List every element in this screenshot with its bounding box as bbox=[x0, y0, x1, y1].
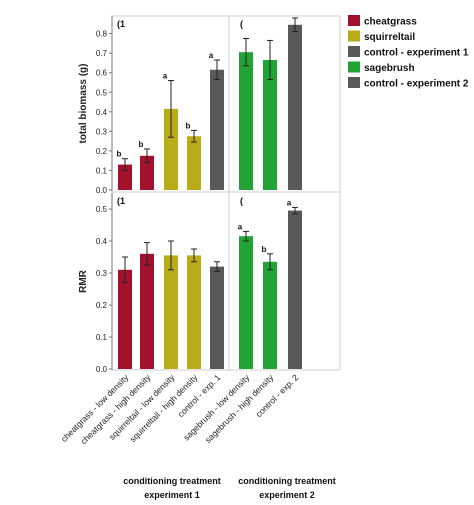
legend-swatch bbox=[348, 30, 360, 42]
group-label: experiment 2 bbox=[259, 490, 315, 500]
group-label: conditioning treatment bbox=[123, 476, 221, 486]
bar bbox=[140, 253, 154, 369]
legend-swatch bbox=[348, 15, 360, 26]
bar bbox=[288, 24, 302, 190]
y-tick-label: 0.1 bbox=[96, 166, 108, 175]
y-tick-label: 0.1 bbox=[96, 333, 108, 342]
axes-layer: 0.0 0.1 0.2 0.3 0.4 0.5 0.6 0.7 0.8 total biomass… bbox=[78, 16, 243, 374]
legend-label: squirreltail bbox=[364, 32, 415, 43]
significance-letter: b bbox=[139, 140, 144, 149]
legend: cheatgrass squirreltail control - experime… bbox=[348, 15, 469, 90]
y-tick-label: 0.2 bbox=[96, 301, 108, 310]
bar bbox=[164, 108, 178, 190]
panel-label: (1 bbox=[117, 19, 125, 29]
y-tick-label: 0.3 bbox=[96, 127, 108, 136]
bar bbox=[239, 52, 253, 190]
group-label: experiment 1 bbox=[144, 490, 200, 500]
bar bbox=[140, 155, 154, 190]
y-tick-label: 0.8 bbox=[96, 30, 108, 39]
bars-layer: b b a b a a b a bbox=[117, 17, 302, 369]
significance-letter: a bbox=[238, 222, 243, 231]
y-tick-label: 0.5 bbox=[96, 88, 108, 97]
y-tick-label: 0.2 bbox=[96, 147, 108, 156]
bar bbox=[118, 269, 132, 369]
y-tick-label: 0.7 bbox=[96, 49, 108, 58]
y-tick-label: 0.4 bbox=[96, 237, 108, 246]
y-tick-label: 0.0 bbox=[96, 186, 108, 195]
legend-swatch bbox=[348, 61, 360, 73]
significance-letter: a bbox=[209, 51, 214, 60]
significance-letter: a bbox=[163, 72, 168, 81]
group-labels: conditioning treatment experiment 1 condit… bbox=[123, 476, 336, 500]
bar bbox=[118, 164, 132, 190]
y-axis-label: RMR bbox=[78, 269, 89, 293]
panel-label: ( bbox=[240, 19, 243, 29]
y-tick-label: 0.0 bbox=[96, 365, 108, 374]
panel-label: (1 bbox=[117, 196, 125, 206]
bar bbox=[288, 210, 302, 369]
panel-label: ( bbox=[240, 196, 243, 206]
significance-letter: b bbox=[262, 245, 267, 254]
bar bbox=[239, 236, 253, 369]
legend-label: cheatgrass bbox=[364, 17, 417, 28]
significance-letter: a bbox=[287, 198, 292, 207]
y-tick-label: 0.6 bbox=[96, 69, 108, 78]
group-label: conditioning treatment bbox=[238, 476, 336, 486]
bar bbox=[187, 255, 201, 369]
y-axis-label: total biomass (g) bbox=[78, 63, 89, 143]
significance-letter: b bbox=[186, 121, 191, 130]
legend-swatch bbox=[348, 77, 360, 88]
legend-label: control - experiment 2 bbox=[364, 79, 469, 90]
y-tick-label: 0.4 bbox=[96, 108, 108, 117]
legend-swatch bbox=[348, 46, 360, 57]
bar bbox=[210, 266, 224, 369]
y-tick-label: 0.5 bbox=[96, 205, 108, 214]
bar bbox=[164, 255, 178, 369]
bar bbox=[210, 69, 224, 190]
bar bbox=[187, 136, 201, 190]
bar bbox=[263, 59, 277, 191]
y-tick-label: 0.3 bbox=[96, 269, 108, 278]
significance-letter: b bbox=[117, 150, 122, 159]
legend-label: sagebrush bbox=[364, 63, 415, 74]
legend-label: control - experiment 1 bbox=[364, 48, 469, 59]
bar bbox=[263, 261, 277, 369]
